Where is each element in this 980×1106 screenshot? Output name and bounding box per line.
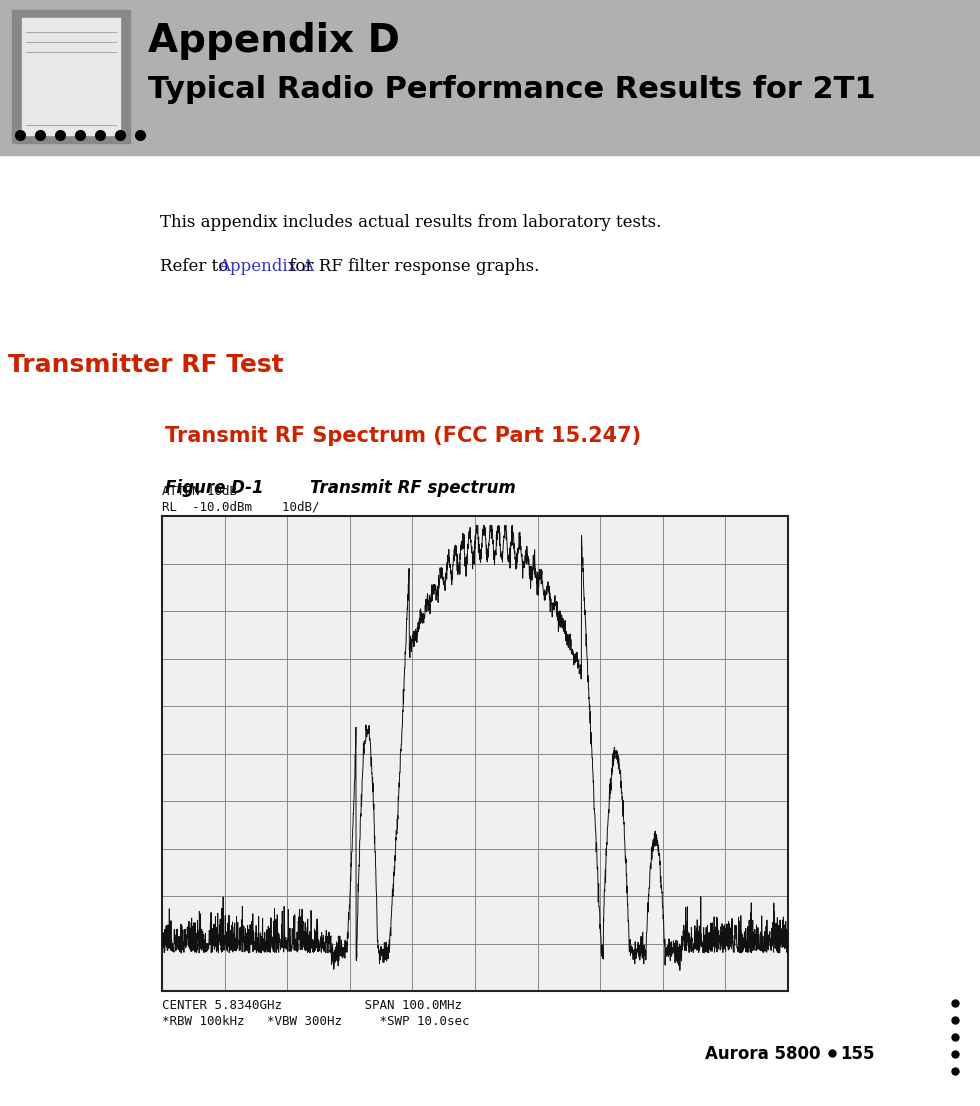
Text: ATTEN 10dB: ATTEN 10dB — [162, 486, 237, 498]
Text: RL  -10.0dBm    10dB/: RL -10.0dBm 10dB/ — [162, 500, 319, 513]
Text: Figure D-1: Figure D-1 — [165, 479, 264, 497]
Text: Transmit RF Spectrum (FCC Part 15.247): Transmit RF Spectrum (FCC Part 15.247) — [165, 426, 641, 446]
Text: Appendix D: Appendix D — [148, 22, 400, 60]
Bar — [22, 18, 120, 135]
Text: This appendix includes actual results from laboratory tests.: This appendix includes actual results fr… — [160, 213, 662, 231]
Text: CENTER 5.8340GHz           SPAN 100.0MHz: CENTER 5.8340GHz SPAN 100.0MHz — [162, 999, 462, 1012]
Bar — [12, 10, 130, 143]
Text: for RF filter response graphs.: for RF filter response graphs. — [283, 258, 539, 275]
Text: *RBW 100kHz   *VBW 300Hz     *SWP 10.0sec: *RBW 100kHz *VBW 300Hz *SWP 10.0sec — [162, 1015, 469, 1027]
Text: Transmitter RF Test: Transmitter RF Test — [8, 353, 283, 377]
Text: Typical Radio Performance Results for 2T1: Typical Radio Performance Results for 2T… — [148, 75, 875, 104]
Text: Transmit RF spectrum: Transmit RF spectrum — [310, 479, 515, 497]
Text: Aurora 5800: Aurora 5800 — [705, 1045, 820, 1063]
Bar — [0, 0, 980, 155]
Text: Refer to: Refer to — [160, 258, 233, 275]
Text: Appendix A: Appendix A — [219, 258, 315, 275]
Text: 155: 155 — [840, 1045, 874, 1063]
